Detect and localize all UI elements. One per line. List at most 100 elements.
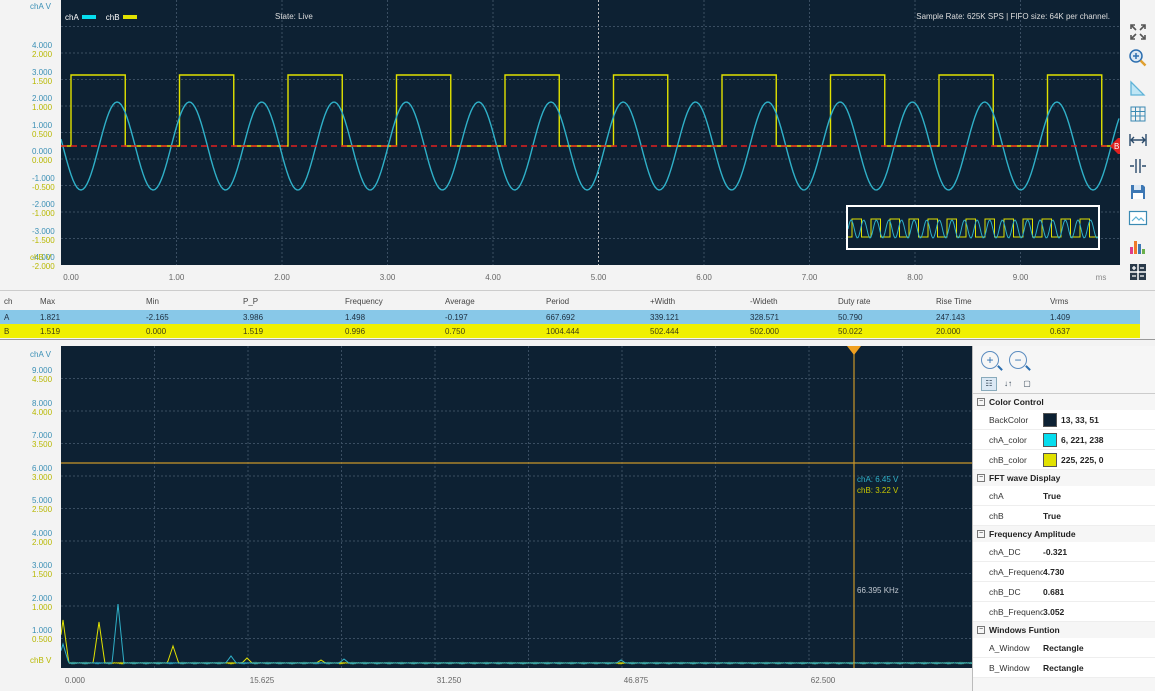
property-category-title: Frequency Amplitude: [989, 529, 1076, 539]
property-value[interactable]: 4.730: [1043, 567, 1155, 577]
property-row[interactable]: A_Window Rectangle: [973, 638, 1155, 658]
collapse-icon[interactable]: −: [977, 530, 985, 538]
cha-waveform: [60, 101, 1120, 191]
measurement-cell: A: [4, 312, 10, 322]
column-header[interactable]: Period: [546, 296, 570, 306]
property-name: BackColor: [989, 414, 1029, 425]
property-name: chA_color: [989, 434, 1027, 445]
property-row[interactable]: chB True: [973, 506, 1155, 526]
zoom-in-icon[interactable]: [1126, 46, 1150, 70]
property-value[interactable]: 6, 221, 238: [1043, 432, 1155, 447]
fft-y-tick-label-chb: 4.000: [32, 407, 53, 417]
vertical-cursor-icon[interactable]: [1126, 154, 1150, 178]
zoom-out-button[interactable]: −: [1009, 351, 1027, 369]
property-category-title: Windows Funtion: [989, 625, 1060, 635]
column-header[interactable]: +Width: [650, 296, 676, 306]
column-header[interactable]: Max: [40, 296, 56, 306]
property-value[interactable]: True: [1043, 491, 1155, 501]
column-header[interactable]: Vrms: [1050, 296, 1069, 306]
column-header[interactable]: Frequency: [345, 296, 383, 306]
property-value[interactable]: Rectangle: [1043, 663, 1155, 673]
column-header[interactable]: -Wideth: [750, 296, 778, 306]
x-tick-label: 2.00: [274, 273, 290, 282]
property-row[interactable]: chB_color 225, 225, 0: [973, 450, 1155, 470]
state-text: State: Live: [275, 12, 313, 21]
measurement-row-chb[interactable]: B 1.519 0.000 1.519 0.996 0.750 1004.444 502.44…: [0, 324, 1140, 338]
property-row[interactable]: chA_Frequenc 4.730: [973, 562, 1155, 582]
fft-cha-spectrum: [60, 603, 973, 665]
measurement-cell: 502.000: [750, 326, 779, 336]
scope-plot-area[interactable]: B chA chB State: Live Sample Rate: 625K …: [0, 0, 1155, 265]
legend-cha[interactable]: chA: [65, 13, 96, 22]
property-value[interactable]: 13, 33, 51: [1043, 412, 1155, 427]
property-category[interactable]: − Frequency Amplitude: [973, 526, 1155, 542]
measurement-cell: 1.519: [243, 326, 264, 336]
property-value[interactable]: 0.681: [1043, 587, 1155, 597]
horizontal-cursor-icon[interactable]: [1126, 128, 1150, 152]
fft-y-tick-label-chb: 3.000: [32, 472, 53, 482]
property-category[interactable]: − FFT wave Display: [973, 470, 1155, 486]
property-zoom-tools: + −: [973, 346, 1155, 374]
fft-y-tick-label-cha: 7.000: [32, 431, 53, 440]
fft-x-tick-label: 62.500: [810, 676, 836, 685]
time-domain-scope: chA V 4.000 2.000 3.000 1.500 2.000 1.000 1.00…: [0, 0, 1155, 290]
property-value[interactable]: -0.321: [1043, 547, 1155, 557]
fft-y-tick-label-cha: 6.000: [32, 463, 53, 473]
save-icon[interactable]: [1126, 180, 1150, 204]
property-name: chA_DC: [989, 546, 1021, 557]
fft-plot-area[interactable]: chA: 6.45 V chB: 3.22 V 66.395 KHz: [60, 346, 973, 668]
property-pages-icon[interactable]: ▢: [1023, 379, 1031, 388]
property-value-text: -0.321: [1043, 546, 1068, 557]
column-header[interactable]: Min: [146, 296, 159, 306]
property-category[interactable]: − Color Control: [973, 394, 1155, 410]
y-tick-label-chb: 1.000: [32, 103, 53, 112]
layout-icon[interactable]: [1126, 260, 1150, 284]
column-header[interactable]: Duty rate: [838, 296, 871, 306]
property-value[interactable]: Rectangle: [1043, 643, 1155, 653]
measurement-cell: 0.750: [445, 326, 466, 336]
collapse-icon[interactable]: −: [977, 474, 985, 482]
property-row[interactable]: BackColor 13, 33, 51: [973, 410, 1155, 430]
property-row[interactable]: chA True: [973, 486, 1155, 506]
categorized-view-icon[interactable]: ☷: [981, 376, 997, 391]
column-header[interactable]: Average: [445, 296, 475, 306]
property-row[interactable]: chA_DC -0.321: [973, 542, 1155, 562]
property-value[interactable]: 225, 225, 0: [1043, 452, 1155, 467]
property-row[interactable]: B_Window Rectangle: [973, 658, 1155, 678]
property-value[interactable]: True: [1043, 511, 1155, 521]
collapse-icon[interactable]: −: [977, 398, 985, 406]
property-name: chA: [989, 490, 1004, 501]
column-header[interactable]: P_P: [243, 296, 259, 306]
trigger-slope-icon[interactable]: [1126, 76, 1150, 100]
overview-minimap[interactable]: [846, 205, 1109, 250]
scope-x-axis: 0.00 1.00 2.00 3.00 4.00 5.00 6.00 7.00 8.00 9.00…: [61, 265, 1120, 290]
measurement-cell: 1.519: [40, 326, 61, 336]
grid-icon[interactable]: [1126, 102, 1150, 126]
column-header[interactable]: Rise Time: [936, 296, 972, 306]
color-swatch: [1043, 452, 1057, 467]
property-value-text: True: [1043, 490, 1061, 501]
x-tick-label: 9.00: [1012, 273, 1029, 282]
collapse-icon[interactable]: −: [977, 626, 985, 634]
x-tick-label: 3.00: [379, 273, 396, 282]
alphabetical-sort-icon[interactable]: ↓↑: [1004, 379, 1012, 388]
fft-bars-icon[interactable]: [1126, 234, 1150, 258]
zoom-in-button[interactable]: +: [981, 351, 999, 369]
property-value-text: True: [1043, 510, 1061, 521]
property-value[interactable]: 3.052: [1043, 607, 1155, 617]
screenshot-icon[interactable]: [1126, 206, 1150, 230]
property-row[interactable]: chB_Frequenc 3.052: [973, 602, 1155, 622]
fit-all-icon[interactable]: [1126, 20, 1150, 44]
fft-cursor-handle[interactable]: [847, 346, 861, 355]
property-row[interactable]: chB_DC 0.681: [973, 582, 1155, 602]
property-category[interactable]: − Windows Funtion: [973, 622, 1155, 638]
property-value-text: 3.052: [1043, 606, 1065, 617]
property-row[interactable]: chA_color 6, 221, 238: [973, 430, 1155, 450]
y-tick-label-cha: 0.000: [32, 147, 53, 156]
measurement-row-cha[interactable]: A 1.821 -2.165 3.986 1.498 -0.197 667.692 339.1…: [0, 310, 1140, 324]
legend-chb[interactable]: chB: [106, 13, 137, 22]
y-tick-label-cha: 2.000: [32, 94, 53, 103]
x-tick-label: 6.00: [696, 273, 712, 282]
column-header[interactable]: ch: [4, 296, 13, 306]
x-tick-label: 4.00: [485, 273, 501, 282]
